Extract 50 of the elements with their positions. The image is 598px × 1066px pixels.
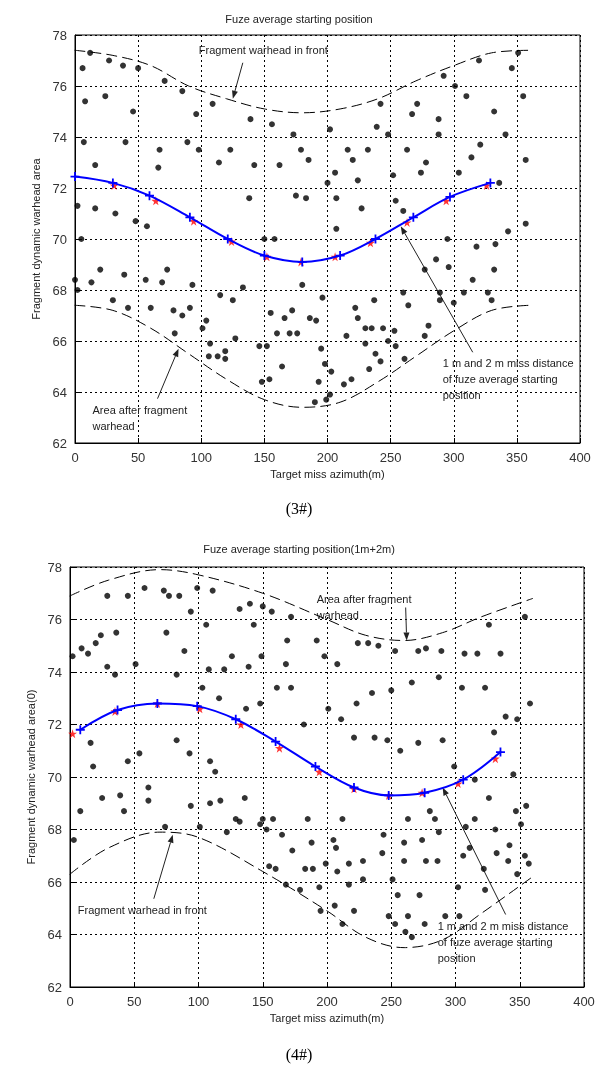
y-axis-title: Fragment dynamic warhead area(0) (25, 689, 38, 865)
y-tick-label: 70 (52, 231, 67, 247)
annotation: Fragment warhead in front (198, 43, 328, 56)
x-axis-title: Target miss azimuth(m) (269, 1012, 385, 1025)
x-axis-title: Target miss azimuth(m) (270, 468, 385, 481)
y-tick-label: 68 (47, 822, 62, 837)
y-tick-label: 74 (52, 129, 67, 145)
x-tick-label: 0 (71, 450, 79, 465)
y-axis-title: Fragment dynamic warhead area (30, 157, 43, 320)
x-tick-label: 0 (66, 994, 74, 1009)
annotation: Fragment warhead in front (77, 903, 207, 916)
y-tick-label: 76 (47, 612, 62, 627)
x-tick-label: 400 (573, 994, 595, 1009)
x-tick-label: 200 (316, 994, 338, 1009)
y-tick-label: 70 (47, 769, 62, 785)
x-tick-label: 300 (444, 994, 467, 1009)
x-tick-label: 350 (508, 994, 531, 1009)
x-tick-label: 250 (379, 450, 402, 465)
x-tick-label: 350 (506, 450, 528, 465)
y-tick-label: 64 (52, 384, 67, 400)
y-tick-label: 78 (47, 559, 62, 575)
x-tick-label: 100 (187, 994, 210, 1009)
y-tick-label: 68 (52, 282, 67, 298)
text: (3#) (285, 499, 313, 518)
y-tick-label: 62 (47, 979, 62, 995)
annotation: Area after fragment warhead (315, 592, 415, 621)
y-tick-label: 78 (52, 27, 67, 43)
y-tick-label: 72 (52, 180, 67, 196)
y-tick-label: 76 (52, 78, 67, 94)
annotation: Area after fragment warhead (91, 403, 191, 432)
annotation: 1 m and 2 m miss distance of fuze average starting position (437, 919, 572, 964)
text: (4#) (285, 1045, 313, 1064)
y-tick-label: 62 (52, 435, 67, 451)
y-tick-label: 72 (47, 717, 62, 732)
x-tick-label: 150 (253, 450, 276, 465)
x-tick-label: 100 (190, 450, 213, 465)
y-tick-label: 74 (47, 664, 62, 680)
x-tick-label: 150 (251, 994, 274, 1009)
x-tick-label: 250 (380, 994, 403, 1009)
y-tick-label: 64 (47, 927, 62, 942)
y-tick-label: 66 (47, 874, 62, 890)
x-tick-label: 300 (442, 450, 465, 465)
x-tick-label: 50 (127, 994, 142, 1009)
chart-title: Fuze average starting position(1m+2m) (203, 542, 395, 555)
y-tick-label: 66 (52, 333, 67, 349)
x-tick-label: 50 (130, 450, 146, 465)
x-tick-label: 200 (316, 450, 339, 465)
chart-title: Fuze average starting position (225, 12, 373, 25)
annotation: 1 m and 2 m miss distance of fuze average starting position (442, 357, 577, 402)
x-tick-label: 400 (569, 450, 591, 465)
